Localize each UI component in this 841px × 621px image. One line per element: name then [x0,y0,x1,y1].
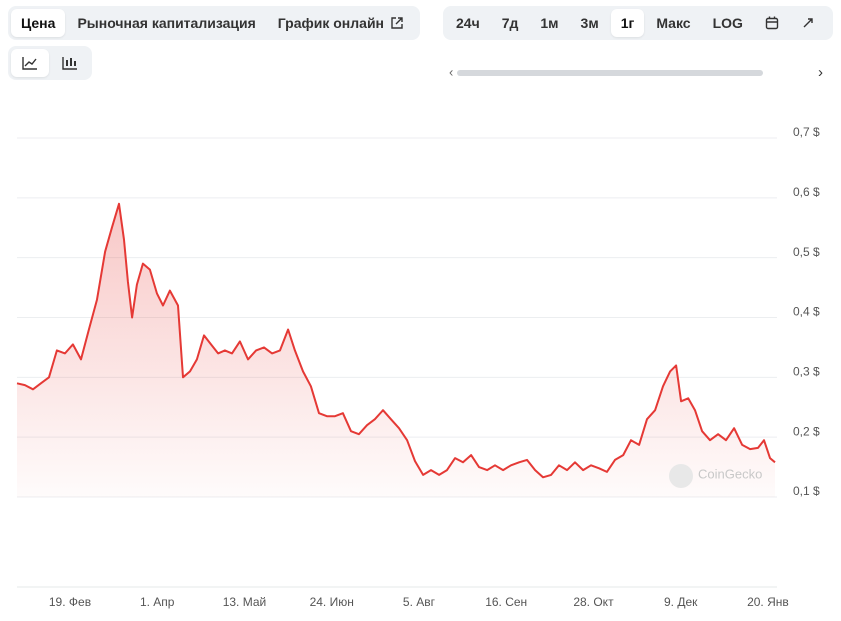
calendar-icon [765,16,779,30]
tab[interactable]: Цена [11,9,66,37]
x-tick-label: 9. Дек [664,595,698,609]
expand-icon [803,18,813,28]
tab-group: Цена Рыночная капитализация График онлайн [8,6,420,40]
y-tick-label: 0,3 $ [793,365,820,379]
range-button-label: 1г [620,15,635,31]
tab[interactable]: График онлайн [268,9,414,37]
x-tick-label: 13. Май [223,595,267,609]
x-tick-label: 28. Окт [573,595,614,609]
line-chart-button[interactable] [11,49,49,77]
range-button[interactable]: 3м [571,9,609,37]
x-tick-label: 20. Янв [747,595,789,609]
x-tick-label: 1. Апр [140,595,175,609]
range-button[interactable]: 24ч [446,9,490,37]
chart-type-group [8,46,92,80]
price-line [16,202,776,479]
watermark: CoinGecko [698,466,762,481]
scrollbar [457,70,763,76]
range-button-label: Макс [656,15,691,31]
candle-icon [62,57,77,70]
tab-label: График онлайн [277,15,385,31]
area [17,203,775,498]
scroll-right: › [818,64,823,81]
y-tick-label: 0,1 $ [793,484,820,498]
y-tick-label: 0,5 $ [793,245,820,259]
range-button-label: LOG [712,15,743,31]
x-tick-label: 19. Фев [49,595,91,609]
y-tick-label: 0,7 $ [793,125,820,139]
x-tick-label: 24. Июн [310,595,354,609]
expand-button[interactable] [791,9,825,37]
tab-label: Рыночная капитализация [77,15,256,31]
range-button[interactable]: 1м [530,9,568,37]
candle-chart-button[interactable] [51,49,89,77]
range-button[interactable]: 1г [610,9,645,37]
range-group: 24ч 7д 1м 3м 1г Макс LOG [443,6,833,40]
range-button[interactable]: LOG [703,9,753,37]
range-button[interactable]: Макс [646,9,700,37]
range-button-label: 7д [501,15,519,31]
external-icon [391,17,403,29]
range-button-label: 24ч [456,15,480,31]
range-button[interactable]: 7д [492,9,529,37]
range-button-label: 3м [580,15,599,31]
calendar-button[interactable] [755,9,789,37]
y-tick-label: 0,4 $ [793,305,820,319]
y-tick-label: 0,6 $ [793,185,820,199]
tab[interactable]: Рыночная капитализация [67,9,265,37]
x-tick-label: 16. Сен [485,595,527,609]
tab-label: Цена [21,15,56,31]
y-tick-label: 0,2 $ [793,424,820,438]
scroll-left: ‹ [449,64,453,79]
watermark-logo [669,464,693,488]
range-button-label: 1м [540,15,559,31]
x-tick-label: 5. Авг [403,595,436,609]
line-icon [22,57,37,70]
